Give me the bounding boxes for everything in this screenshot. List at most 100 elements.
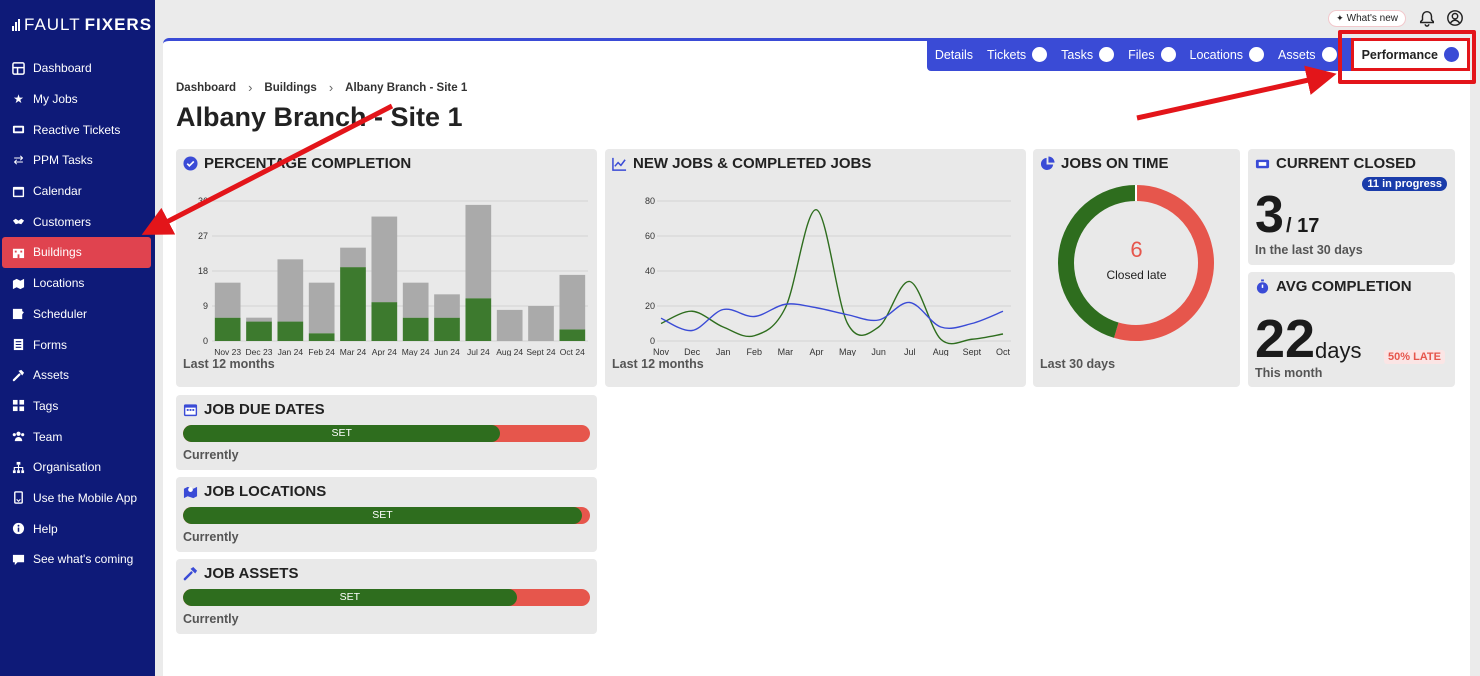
logo[interactable]: FAULT FIXERS [12,15,152,35]
tab-assets[interactable]: Assets [1278,47,1337,62]
y-tick-label: 20 [645,301,655,311]
page-title: Albany Branch - Site 1 [176,102,463,132]
x-tick-label: Jan [716,347,731,356]
percentage-completion-card: PERCENTAGE COMPLETION 0 9 18 27 36 Nov 23 Dec … [176,149,597,387]
job-due-dates-card: JOB DUE DATES SET Currently [176,395,597,470]
x-tick-label: Dec 23 [246,347,273,356]
x-tick-label: Feb 24 [308,347,335,356]
bar[interactable] [214,282,241,318]
bar[interactable] [465,298,492,341]
topbar: ✦ What's new [155,0,1480,38]
bar[interactable] [308,282,335,334]
logo-bars-icon [12,19,20,31]
bar[interactable] [402,317,429,341]
bar[interactable] [308,333,335,341]
breadcrumb-dashboard[interactable]: Dashboard [176,81,237,94]
bar[interactable] [434,317,460,341]
tab-status-dot-icon [1160,47,1176,62]
closed-count: 3 [1255,186,1284,244]
tab-performance[interactable]: Performance [1350,38,1470,71]
sidebar-item-label: Reactive Tickets [33,122,121,137]
sidebar-item-see-what-s-coming[interactable]: See what's coming [2,544,151,575]
tab-tickets[interactable]: Tickets [987,47,1048,62]
building-icon [12,246,25,259]
card-footer: This month [1255,366,1323,380]
bar[interactable] [214,317,241,341]
bar[interactable] [559,329,586,341]
y-tick-label: 18 [198,266,208,276]
new-completed-jobs-chart: 0 20 40 60 80 Nov Dec Jan Feb Mar Apr May Jun Jul Aug S… [645,196,1011,356]
ticket-icon [12,123,25,136]
bar[interactable] [528,306,554,341]
breadcrumb-buildings[interactable]: Buildings [264,81,317,94]
completed-jobs-line[interactable] [660,209,1004,345]
sidebar-item-label: Calendar [33,184,82,199]
map-icon [183,486,198,499]
jobs-on-time-title: JOBS ON TIME [1061,155,1169,172]
sidebar-item-forms[interactable]: Forms [2,329,151,360]
y-tick-label: 80 [645,196,655,206]
bar[interactable] [434,294,460,318]
x-tick-label: Sept [963,347,982,356]
bar[interactable] [371,302,398,341]
sidebar-item-label: Forms [33,337,67,352]
bar[interactable] [246,321,272,341]
star-icon: ★ [13,92,24,107]
sidebar-item-reactive-tickets[interactable]: Reactive Tickets [2,114,151,145]
tab-details[interactable]: Details [935,48,973,62]
sidebar-item-dashboard[interactable]: Dashboard [2,53,151,84]
sidebar-item-my-jobs[interactable]: ★ My Jobs [2,84,151,115]
sidebar-item-label: Use the Mobile App [33,490,138,505]
sidebar-item-locations[interactable]: Locations [2,268,151,299]
sidebar-item-team[interactable]: Team [2,421,151,452]
tab-status-dot-icon [1321,47,1337,62]
bar[interactable] [559,274,586,330]
sidebar-item-assets[interactable]: Assets [2,360,151,391]
donut-slice-late[interactable] [1114,185,1214,341]
user-icon[interactable] [1446,9,1464,27]
bar[interactable] [371,216,398,303]
whats-new-button[interactable]: ✦ What's new [1328,10,1406,27]
sidebar-item-organisation[interactable]: Organisation [2,452,151,483]
sidebar-item-label: Assets [33,368,70,383]
job-due-dates-title: JOB DUE DATES [204,401,325,418]
bar[interactable] [496,309,523,341]
job-due-dates-label: SET [331,427,352,439]
sidebar-item-label: See what's coming [33,552,134,567]
new-jobs-line[interactable] [660,301,1004,332]
y-tick-label: 9 [203,301,208,311]
tab-files[interactable]: Files [1128,47,1176,62]
card-footer: Currently [183,448,239,462]
bar[interactable] [340,267,366,341]
bar[interactable] [277,259,304,322]
bell-icon[interactable] [1418,9,1436,27]
x-tick-label: Dec [684,347,701,356]
handshake-icon [12,215,25,228]
card-title: JOB ASSETS [183,565,298,582]
bar[interactable] [246,317,272,322]
sidebar-item-ppm-tasks[interactable]: ⇄ PPM Tasks [2,145,151,176]
donut-slice-on-time[interactable] [1058,185,1137,338]
sidebar-item-use-the-mobile-app[interactable]: Use the Mobile App [2,483,151,514]
bar[interactable] [277,321,304,341]
tab-tasks[interactable]: Tasks [1061,47,1115,62]
card-footer: Last 30 days [1040,357,1116,371]
whats-new-label: What's new [1346,13,1398,24]
hammer-icon [183,566,198,581]
sidebar-item-customers[interactable]: Customers [2,206,151,237]
sidebar-item-scheduler[interactable]: Scheduler [2,299,151,330]
sidebar: FAULT FIXERS Dashboard ★ My Jobs Reactive Ti… [0,0,155,676]
tab-label: Tickets [987,47,1027,62]
y-tick-label: 40 [645,266,655,276]
sidebar-item-tags[interactable]: Tags [2,391,151,422]
late-percentage-badge: 50% LATE [1384,350,1445,364]
bar[interactable] [402,282,429,318]
org-icon [12,461,25,474]
bar[interactable] [340,247,366,268]
tab-locations[interactable]: Locations [1190,47,1265,62]
bar[interactable] [465,204,492,299]
sidebar-item-calendar[interactable]: Calendar [2,176,151,207]
sidebar-item-help[interactable]: Help [2,513,151,544]
sidebar-item-buildings[interactable]: Buildings [2,237,151,268]
percentage-completion-title: PERCENTAGE COMPLETION [204,155,412,172]
